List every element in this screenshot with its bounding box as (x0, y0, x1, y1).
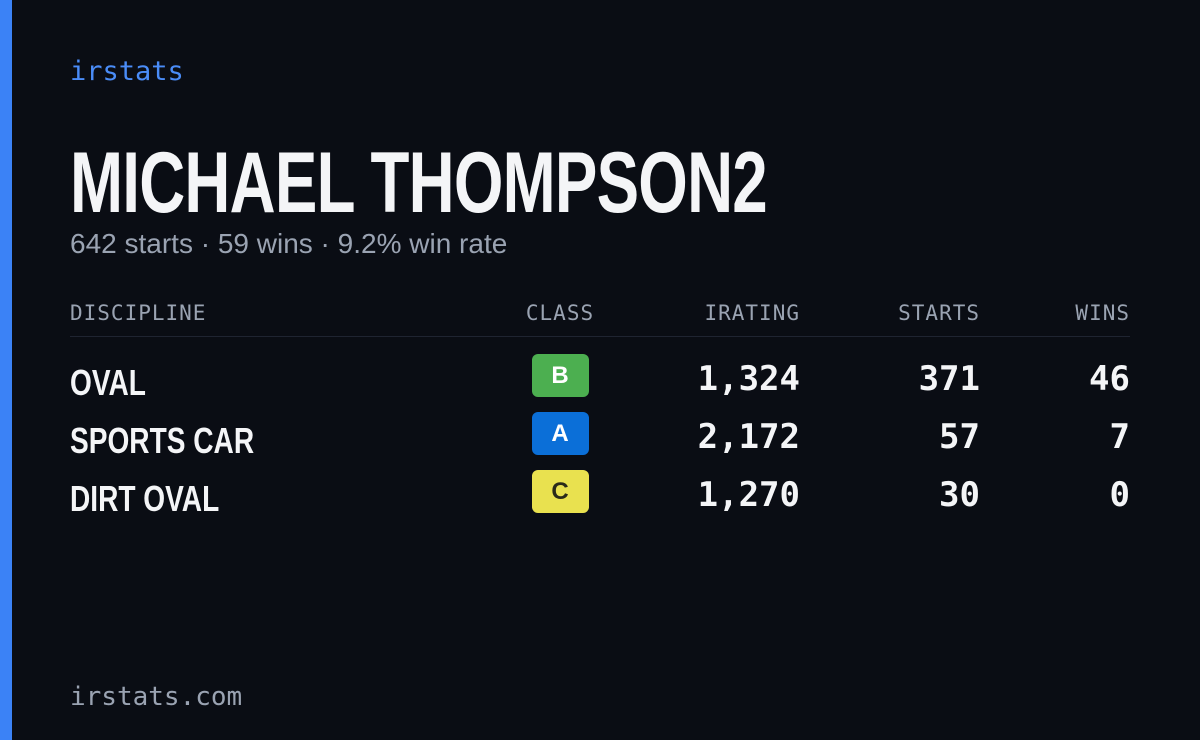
starts: 371 (918, 359, 980, 399)
wins: 46 (1089, 359, 1130, 399)
class-badge: B (531, 354, 589, 397)
column-header: STARTS (898, 301, 980, 325)
irating: 2,172 (697, 417, 800, 457)
column-header: DISCIPLINE (70, 301, 207, 325)
accent-bar (0, 0, 12, 740)
wins: 7 (1109, 417, 1130, 457)
irating: 1,324 (697, 359, 800, 399)
column-header: CLASS (525, 301, 595, 325)
driver-name: MICHAEL THOMPSON2 (70, 135, 768, 231)
column-header: IRATING (704, 301, 800, 325)
starts: 30 (939, 475, 980, 515)
column-header: WINS (1075, 301, 1130, 325)
discipline: DIRT OVAL (70, 478, 220, 519)
summary: 642 starts · 59 wins · 9.2% win rate (70, 228, 508, 259)
header-rule (70, 336, 1130, 337)
discipline: SPORTS CAR (70, 420, 255, 461)
irating: 1,270 (697, 475, 800, 515)
starts: 57 (939, 417, 980, 457)
brand: irstats (70, 56, 184, 87)
discipline: OVAL (70, 362, 146, 403)
class-badge: A (531, 412, 589, 455)
footer: irstats.com (70, 682, 243, 712)
wins: 0 (1109, 475, 1130, 515)
class-badge: C (531, 470, 589, 513)
